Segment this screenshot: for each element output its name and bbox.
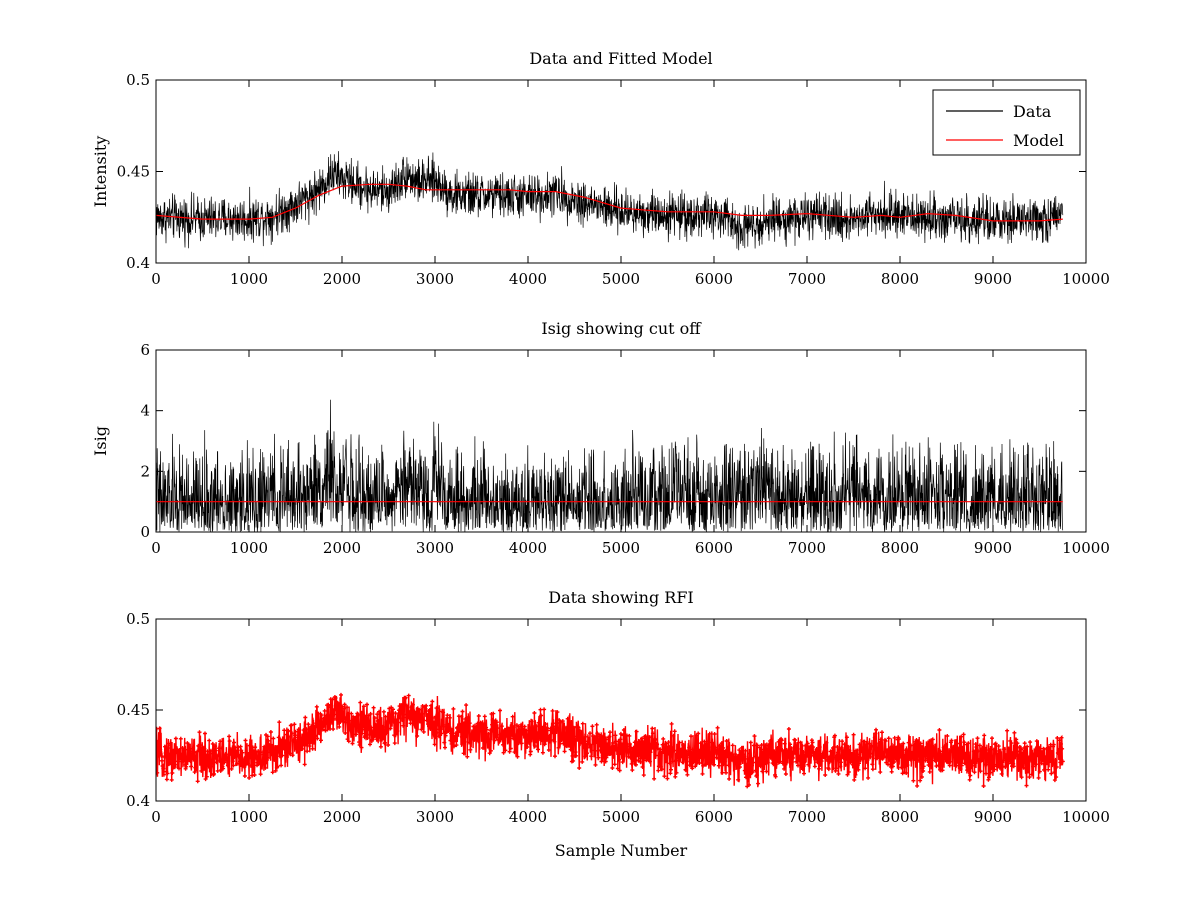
x-tick-label: 7000 (788, 539, 826, 557)
y-tick-label: 4 (140, 402, 150, 420)
x-tick-label: 10000 (1062, 270, 1110, 288)
y-tick-label: 0.4 (126, 792, 150, 810)
legend: Data Model (932, 89, 1081, 156)
x-tick-label: 3000 (416, 539, 454, 557)
legend-label-model: Model (1013, 131, 1064, 150)
x-tick-label: 4000 (509, 808, 547, 826)
plot-area (156, 692, 1065, 789)
legend-label-data: Data (1013, 102, 1052, 121)
subplot-1: 0 1000 2000 3000 4000 5000 6000 7000 8000 9000 100… (91, 49, 1110, 288)
x-tick-label: 4000 (509, 270, 547, 288)
x-tick-label: 5000 (602, 539, 640, 557)
plot-area (156, 399, 1064, 532)
x-tick-label: 6000 (695, 808, 733, 826)
y-tick-label: 0 (140, 523, 150, 541)
x-tick-label: 5000 (602, 270, 640, 288)
subplot-title: Data and Fitted Model (529, 49, 712, 68)
y-tick-label: 0.45 (117, 701, 150, 719)
x-tick-label: 4000 (509, 539, 547, 557)
subplot-2: 0 1000 2000 3000 4000 5000 6000 7000 8000 9000 100… (91, 319, 1110, 557)
x-tick-label: 8000 (881, 808, 919, 826)
series-model-line (156, 183, 1063, 222)
x-tick-label: 2000 (323, 539, 361, 557)
y-tick-label: 0.4 (126, 254, 150, 272)
y-tick-label: 2 (140, 462, 150, 480)
x-axis-label: Sample Number (555, 841, 688, 860)
series-series-1-markers (156, 692, 1065, 789)
x-tick-label: 2000 (323, 808, 361, 826)
subplot-3: 0 1000 2000 3000 4000 5000 6000 7000 8000 9000 100… (117, 588, 1110, 860)
x-tick-label: 2000 (323, 270, 361, 288)
x-tick-label: 7000 (788, 270, 826, 288)
x-tick-label: 7000 (788, 808, 826, 826)
subplots: 0 1000 2000 3000 4000 5000 6000 7000 8000 9000 100… (91, 49, 1110, 860)
x-tick-label: 0 (151, 270, 161, 288)
x-tick-label: 1000 (230, 539, 268, 557)
series-series-1-line (156, 399, 1064, 532)
subplot-title: Isig showing cut off (541, 319, 702, 338)
x-tick-label: 10000 (1062, 808, 1110, 826)
series-data-line (156, 151, 1064, 251)
y-tick-label: 0.45 (117, 163, 150, 181)
x-tick-label: 9000 (974, 270, 1012, 288)
x-tick-label: 9000 (974, 808, 1012, 826)
x-tick-label: 9000 (974, 539, 1012, 557)
x-tick-label: 0 (151, 539, 161, 557)
y-tick-label: 0.5 (126, 610, 150, 628)
x-tick-label: 8000 (881, 270, 919, 288)
x-tick-label: 1000 (230, 270, 268, 288)
x-tick-label: 8000 (881, 539, 919, 557)
y-axis-label: Intensity (91, 136, 110, 208)
x-tick-label: 10000 (1062, 539, 1110, 557)
subplot-title: Data showing RFI (548, 588, 693, 607)
x-tick-label: 3000 (416, 808, 454, 826)
x-tick-label: 0 (151, 808, 161, 826)
y-tick-label: 0.5 (126, 71, 150, 89)
x-tick-label: 5000 (602, 808, 640, 826)
x-tick-label: 3000 (416, 270, 454, 288)
x-tick-label: 1000 (230, 808, 268, 826)
y-tick-label: 6 (140, 341, 150, 359)
x-tick-label: 6000 (695, 270, 733, 288)
x-tick-label: 6000 (695, 539, 733, 557)
legend-box (932, 89, 1081, 156)
y-axis-label: Isig (91, 426, 110, 456)
plot-area (156, 151, 1064, 251)
